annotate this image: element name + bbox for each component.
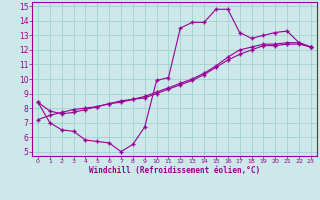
- X-axis label: Windchill (Refroidissement éolien,°C): Windchill (Refroidissement éolien,°C): [89, 166, 260, 175]
